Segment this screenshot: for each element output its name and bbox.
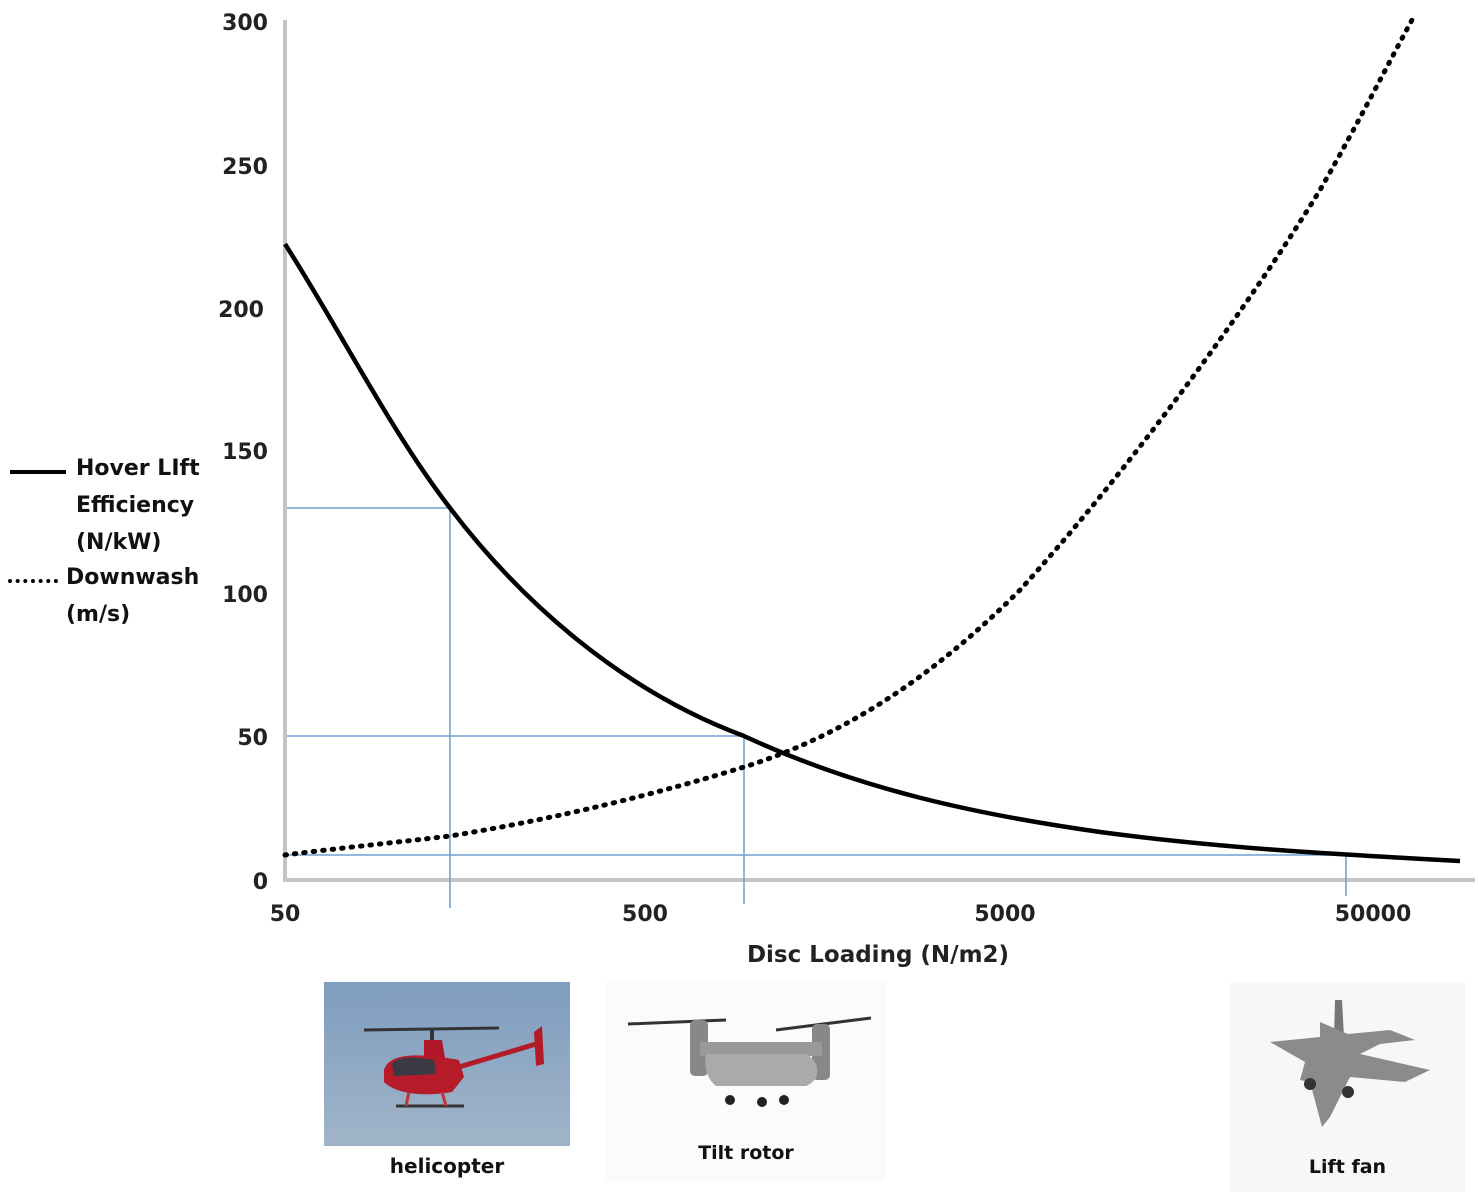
dotted-line-swatch-icon <box>8 579 58 583</box>
downwash-curve <box>282 17 1415 858</box>
hover-lift-efficiency-curve <box>283 242 1461 864</box>
x-tick: 50000 <box>1335 902 1412 927</box>
y-axis-ticks: 300 250 200 150 100 50 0 <box>218 11 268 895</box>
legend-label: Downwash (m/s) <box>66 565 200 627</box>
legend: Hover LIft Efficiency (N/kW) Downwash (m… <box>8 450 228 633</box>
lift-fan-jet-photo-icon <box>1230 982 1465 1142</box>
helicopter-photo-icon <box>324 982 570 1146</box>
helicopter-thumbnail: helicopter <box>324 982 570 1178</box>
tilt-rotor-icon <box>627 1016 872 1107</box>
y-tick: 300 <box>222 11 268 36</box>
legend-item-hover-lift-efficiency: Hover LIft Efficiency (N/kW) <box>8 450 228 561</box>
y-tick: 0 <box>253 870 268 895</box>
thumbnail-caption: helicopter <box>389 1154 505 1178</box>
x-tick: 500 <box>622 902 668 927</box>
thumbnail-caption: Lift fan <box>1308 1156 1387 1178</box>
x-axis-title: Disc Loading (N/m2) <box>747 942 1009 968</box>
reference-lines <box>287 507 1347 908</box>
tilt-rotor-thumbnail: Tilt rotor <box>606 982 886 1182</box>
lift-fan-reference-line <box>287 854 1347 896</box>
tilt-rotor-photo-icon <box>606 982 886 1132</box>
lift-fan-thumbnail: Lift fan <box>1230 982 1465 1192</box>
x-tick: 50 <box>270 902 301 927</box>
solid-line-swatch-icon <box>10 470 66 474</box>
chart-plot: 300 250 200 150 100 50 0 50 500 5000 500… <box>218 11 1475 968</box>
y-tick: 50 <box>237 726 268 751</box>
helicopter-reference-line <box>287 507 451 908</box>
y-tick: 200 <box>218 298 264 323</box>
y-tick: 250 <box>222 155 268 180</box>
y-tick: 100 <box>222 583 268 608</box>
fighter-jet-icon <box>1270 1000 1430 1127</box>
helicopter-icon <box>363 1026 544 1108</box>
x-tick: 5000 <box>974 902 1035 927</box>
x-axis-ticks: 50 500 5000 50000 <box>270 902 1412 927</box>
y-tick: 150 <box>222 440 268 465</box>
thumbnail-caption: Tilt rotor <box>698 1142 794 1164</box>
legend-item-downwash: Downwash (m/s) <box>8 559 228 633</box>
legend-label: Hover LIft Efficiency (N/kW) <box>76 456 200 555</box>
